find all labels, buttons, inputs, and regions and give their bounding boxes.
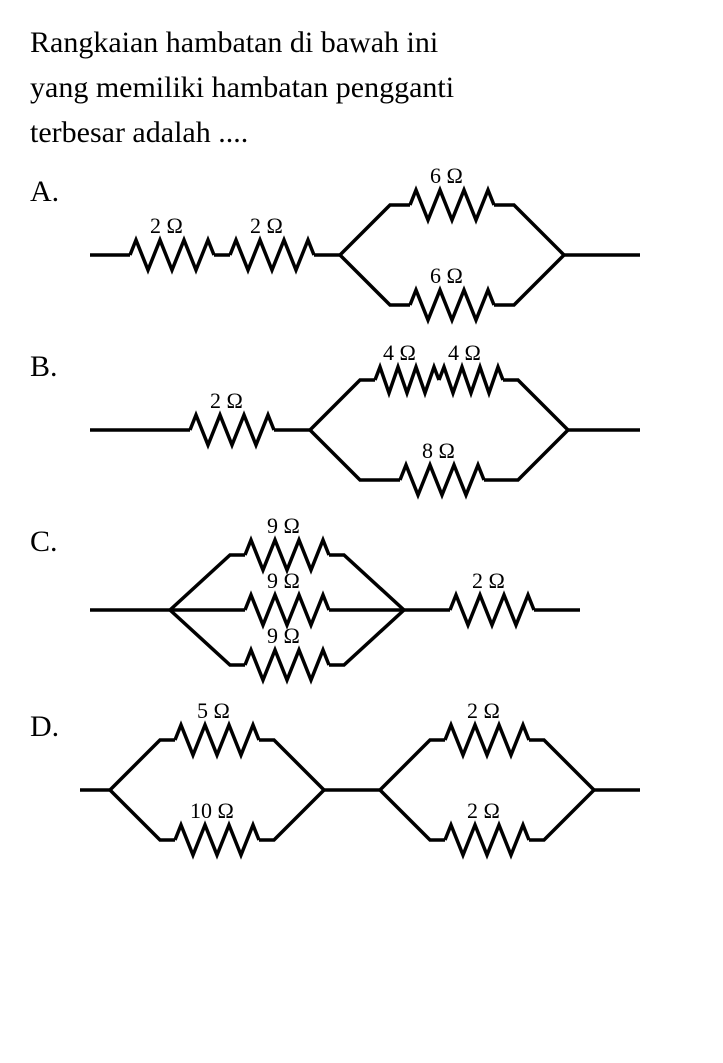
resistor-c-r3 (245, 650, 329, 680)
question-line3: terbesar adalah .... (30, 116, 248, 149)
resistor-a-r2 (230, 240, 314, 270)
option-c-label: C. (30, 515, 80, 559)
resistor-d-r4 (445, 825, 529, 855)
label-a-r4: 6 Ω (430, 263, 463, 288)
resistor-a-r1 (130, 240, 214, 270)
resistor-a-r3 (410, 190, 494, 220)
circuit-c-svg: 9 Ω 9 Ω 9 Ω 2 Ω (80, 515, 660, 700)
option-d: D. 5 Ω 10 Ω 2 Ω 2 Ω (30, 700, 693, 875)
option-d-label: D. (30, 700, 80, 744)
option-b: B. 2 Ω 4 Ω 4 Ω 8 Ω (30, 340, 693, 515)
circuit-a-svg: 2 Ω 2 Ω 6 Ω 6 Ω (80, 165, 660, 340)
question-line2: yang memiliki hambatan pengganti (30, 71, 454, 104)
wire (340, 205, 410, 255)
circuit-d-svg: 5 Ω 10 Ω 2 Ω 2 Ω (80, 700, 680, 875)
wire (494, 255, 564, 305)
option-c: C. 9 Ω 9 Ω 9 Ω 2 Ω (30, 515, 693, 700)
label-a-r2: 2 Ω (250, 213, 283, 238)
label-c-r1: 9 Ω (267, 515, 300, 538)
label-d-r1: 5 Ω (197, 700, 230, 723)
wire (110, 790, 175, 840)
label-b-r4: 8 Ω (422, 438, 455, 463)
wire (503, 380, 568, 430)
wire (484, 430, 568, 480)
resistor-d-r1 (175, 725, 259, 755)
wire (494, 205, 564, 255)
label-a-r1: 2 Ω (150, 213, 183, 238)
resistor-c-r1 (245, 540, 329, 570)
wire (340, 255, 410, 305)
label-a-r3: 6 Ω (430, 165, 463, 188)
label-d-r3: 2 Ω (467, 700, 500, 723)
resistor-b-r3 (439, 367, 503, 393)
label-d-r4: 2 Ω (467, 798, 500, 823)
wire (310, 430, 400, 480)
resistor-a-r4 (410, 290, 494, 320)
wire (380, 740, 445, 790)
wire (259, 790, 324, 840)
resistor-b-r2 (375, 367, 439, 393)
label-d-r2: 10 Ω (190, 798, 234, 823)
wire (170, 610, 245, 665)
question-text: Rangkaian hambatan di bawah ini yang mem… (30, 20, 693, 155)
label-c-r2: 9 Ω (267, 568, 300, 593)
wire (329, 555, 404, 610)
label-c-r4: 2 Ω (472, 568, 505, 593)
wire (170, 555, 245, 610)
resistor-d-r3 (445, 725, 529, 755)
option-a: A. 2 Ω 2 Ω 6 Ω 6 Ω (30, 165, 693, 340)
wire (529, 790, 594, 840)
wire (259, 740, 324, 790)
wire (380, 790, 445, 840)
resistor-c-r2 (245, 595, 329, 625)
option-b-label: B. (30, 340, 80, 384)
circuit-b-svg: 2 Ω 4 Ω 4 Ω 8 Ω (80, 340, 660, 515)
circuit-a: 2 Ω 2 Ω 6 Ω 6 Ω (80, 165, 693, 340)
label-b-r2: 4 Ω (383, 340, 416, 365)
resistor-d-r2 (175, 825, 259, 855)
resistor-b-r4 (400, 465, 484, 495)
wire (329, 610, 404, 665)
resistor-b-r1 (190, 415, 274, 445)
label-b-r1: 2 Ω (210, 388, 243, 413)
wire (529, 740, 594, 790)
label-c-r3: 9 Ω (267, 623, 300, 648)
question-line1: Rangkaian hambatan di bawah ini (30, 26, 438, 59)
label-b-r3: 4 Ω (448, 340, 481, 365)
circuit-c: 9 Ω 9 Ω 9 Ω 2 Ω (80, 515, 693, 700)
circuit-b: 2 Ω 4 Ω 4 Ω 8 Ω (80, 340, 693, 515)
resistor-c-r4 (450, 595, 534, 625)
option-a-label: A. (30, 165, 80, 209)
circuit-d: 5 Ω 10 Ω 2 Ω 2 Ω (80, 700, 693, 875)
wire (110, 740, 175, 790)
wire (310, 380, 375, 430)
